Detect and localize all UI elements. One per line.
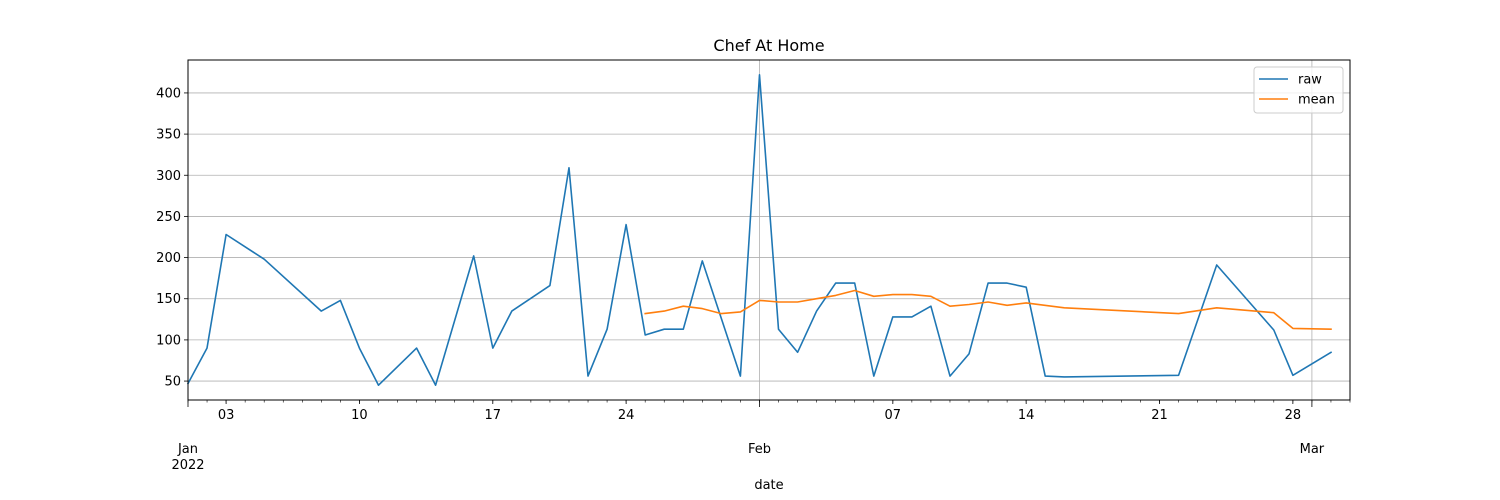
series-line-mean [644,289,1332,331]
y-tick-label: 100 [156,333,181,348]
y-tick-label: 250 [156,210,181,225]
tick-layer: 50 100 150 200 250 300 350 400 03 10 17 24 07 14 21 28 J… [156,86,1351,473]
y-tick-label: 300 [156,169,181,184]
x-axis-label: date [754,478,783,493]
grid-layer [188,60,1350,400]
plot-frame [187,59,1351,401]
y-tick-label: 150 [156,292,181,307]
x-major-tick-label: Jan [177,442,198,457]
x-year-label: 2022 [171,458,204,473]
x-major-tick-label: Mar [1300,442,1325,457]
chart-title: Chef At Home [713,36,824,55]
x-tick-label: 24 [618,408,635,423]
series-layer [186,74,1333,387]
x-tick-label: 14 [1018,408,1035,423]
x-major-tick-label: Feb [748,442,771,457]
legend: raw mean [1253,66,1344,114]
y-tick-label: 350 [156,128,181,143]
x-tick-label: 28 [1285,408,1302,423]
y-tick-label: 50 [164,375,181,390]
x-tick-label: 10 [351,408,368,423]
x-tick-label: 03 [218,408,235,423]
x-tick-label: 07 [885,408,902,423]
series-line-raw [186,74,1333,387]
x-tick-label: 17 [485,408,502,423]
x-tick-label: 21 [1151,408,1168,423]
y-tick-label: 400 [156,86,181,101]
y-tick-label: 200 [156,251,181,266]
legend-label-mean: mean [1298,93,1335,108]
legend-label-raw: raw [1298,73,1322,88]
